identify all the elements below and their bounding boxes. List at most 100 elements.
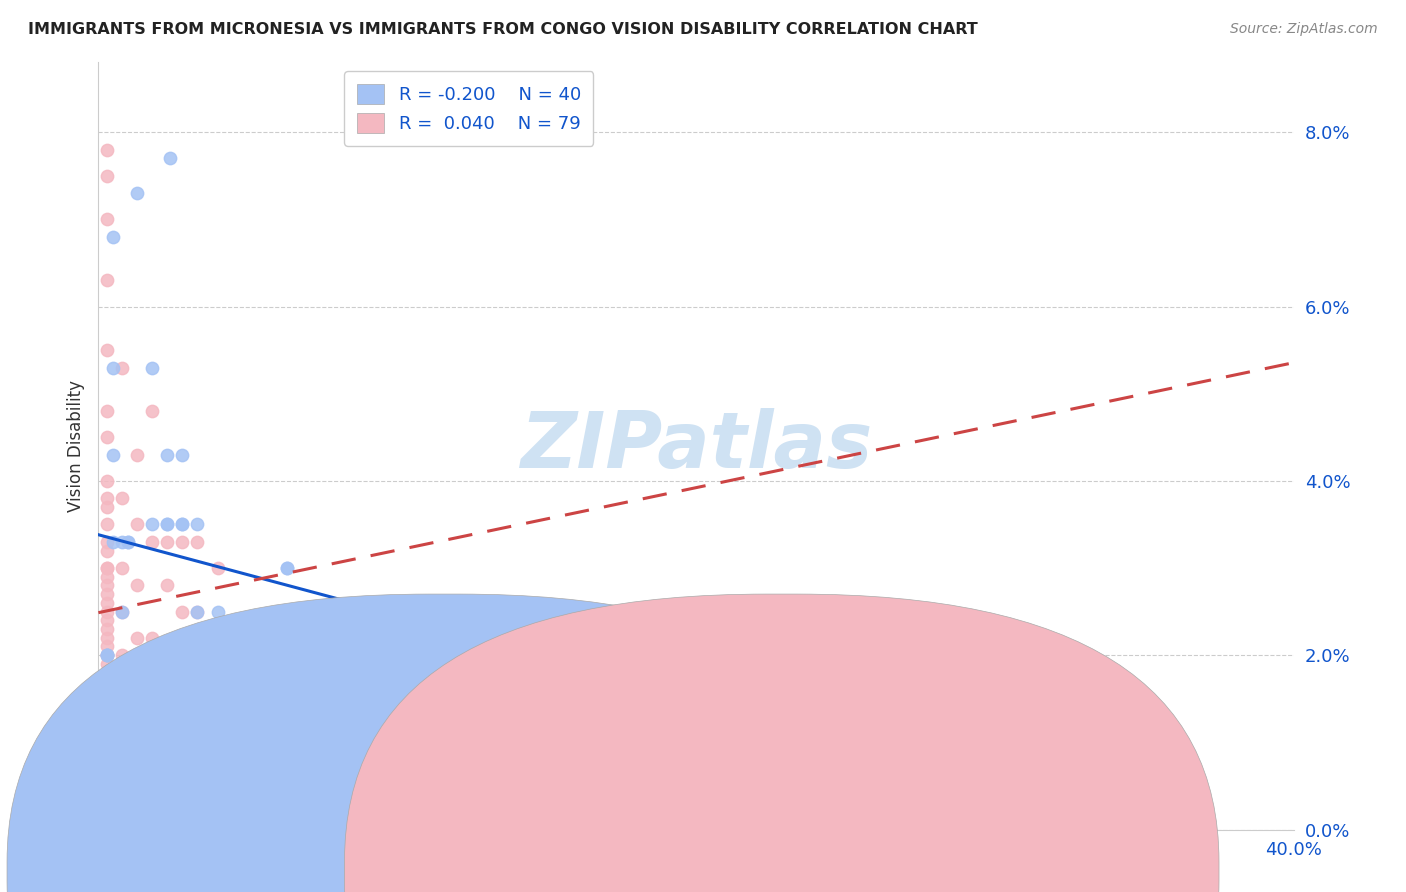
- Point: [321, 648, 343, 663]
- Point: [103, 229, 125, 244]
- Point: [96, 143, 118, 157]
- Point: [96, 273, 118, 287]
- Point: [156, 517, 179, 532]
- Point: [141, 534, 163, 549]
- Point: [96, 578, 118, 592]
- Point: [172, 648, 194, 663]
- Point: [96, 404, 118, 418]
- Point: [127, 631, 149, 645]
- Point: [96, 744, 118, 758]
- Point: [96, 735, 118, 749]
- Point: [96, 691, 118, 706]
- Point: [172, 534, 194, 549]
- Point: [96, 212, 118, 227]
- Point: [156, 534, 179, 549]
- Point: [156, 578, 179, 592]
- Point: [96, 648, 118, 663]
- Text: Source: ZipAtlas.com: Source: ZipAtlas.com: [1230, 22, 1378, 37]
- Point: [96, 657, 118, 671]
- Point: [96, 570, 118, 584]
- Text: Immigrants from Congo: Immigrants from Congo: [803, 863, 1017, 880]
- Point: [156, 448, 179, 462]
- Point: [96, 709, 118, 723]
- Point: [96, 691, 118, 706]
- Point: [96, 491, 118, 506]
- Point: [96, 665, 118, 680]
- Point: [186, 605, 208, 619]
- Point: [96, 674, 118, 689]
- Text: ZIPatlas: ZIPatlas: [520, 408, 872, 484]
- Point: [96, 762, 118, 776]
- Point: [276, 561, 298, 575]
- Point: [96, 665, 118, 680]
- Point: [96, 500, 118, 514]
- Point: [96, 753, 118, 767]
- Point: [111, 534, 134, 549]
- Point: [96, 691, 118, 706]
- Point: [103, 448, 125, 462]
- Point: [207, 665, 229, 680]
- Point: [96, 640, 118, 654]
- Point: [96, 587, 118, 601]
- Point: [186, 665, 208, 680]
- Point: [96, 648, 118, 663]
- Point: [96, 718, 118, 732]
- Point: [96, 691, 118, 706]
- Point: [207, 622, 229, 636]
- Point: [1014, 718, 1036, 732]
- Point: [207, 631, 229, 645]
- Point: [96, 517, 118, 532]
- Point: [96, 797, 118, 811]
- Point: [172, 517, 194, 532]
- Point: [96, 683, 118, 698]
- Text: IMMIGRANTS FROM MICRONESIA VS IMMIGRANTS FROM CONGO VISION DISABILITY CORRELATIO: IMMIGRANTS FROM MICRONESIA VS IMMIGRANTS…: [28, 22, 977, 37]
- Point: [111, 648, 134, 663]
- Point: [141, 404, 163, 418]
- Point: [96, 718, 118, 732]
- Point: [141, 360, 163, 375]
- Point: [127, 578, 149, 592]
- Point: [96, 543, 118, 558]
- Point: [96, 648, 118, 663]
- Point: [111, 491, 134, 506]
- Point: [96, 665, 118, 680]
- Point: [111, 360, 134, 375]
- Point: [172, 665, 194, 680]
- Point: [96, 797, 118, 811]
- Point: [172, 448, 194, 462]
- Y-axis label: Vision Disability: Vision Disability: [66, 380, 84, 512]
- Point: [276, 561, 298, 575]
- Point: [475, 718, 498, 732]
- Point: [96, 735, 118, 749]
- Point: [96, 648, 118, 663]
- Point: [260, 622, 283, 636]
- Point: [96, 726, 118, 740]
- Point: [321, 648, 343, 663]
- Point: [96, 343, 118, 357]
- Point: [159, 151, 181, 165]
- Text: Immigrants from Micronesia: Immigrants from Micronesia: [465, 863, 718, 880]
- Point: [96, 691, 118, 706]
- Point: [111, 605, 134, 619]
- Point: [141, 517, 163, 532]
- Point: [141, 631, 163, 645]
- Point: [117, 534, 139, 549]
- Point: [96, 683, 118, 698]
- Point: [96, 430, 118, 444]
- Point: [96, 674, 118, 689]
- Point: [156, 517, 179, 532]
- Legend: R = -0.200    N = 40, R =  0.040    N = 79: R = -0.200 N = 40, R = 0.040 N = 79: [344, 71, 593, 145]
- Point: [96, 474, 118, 488]
- Point: [186, 534, 208, 549]
- Point: [96, 700, 118, 714]
- Point: [96, 709, 118, 723]
- Point: [475, 718, 498, 732]
- Point: [96, 534, 118, 549]
- Point: [172, 517, 194, 532]
- Point: [111, 665, 134, 680]
- Point: [111, 605, 134, 619]
- Point: [96, 561, 118, 575]
- Point: [117, 534, 139, 549]
- Point: [96, 770, 118, 784]
- Point: [96, 622, 118, 636]
